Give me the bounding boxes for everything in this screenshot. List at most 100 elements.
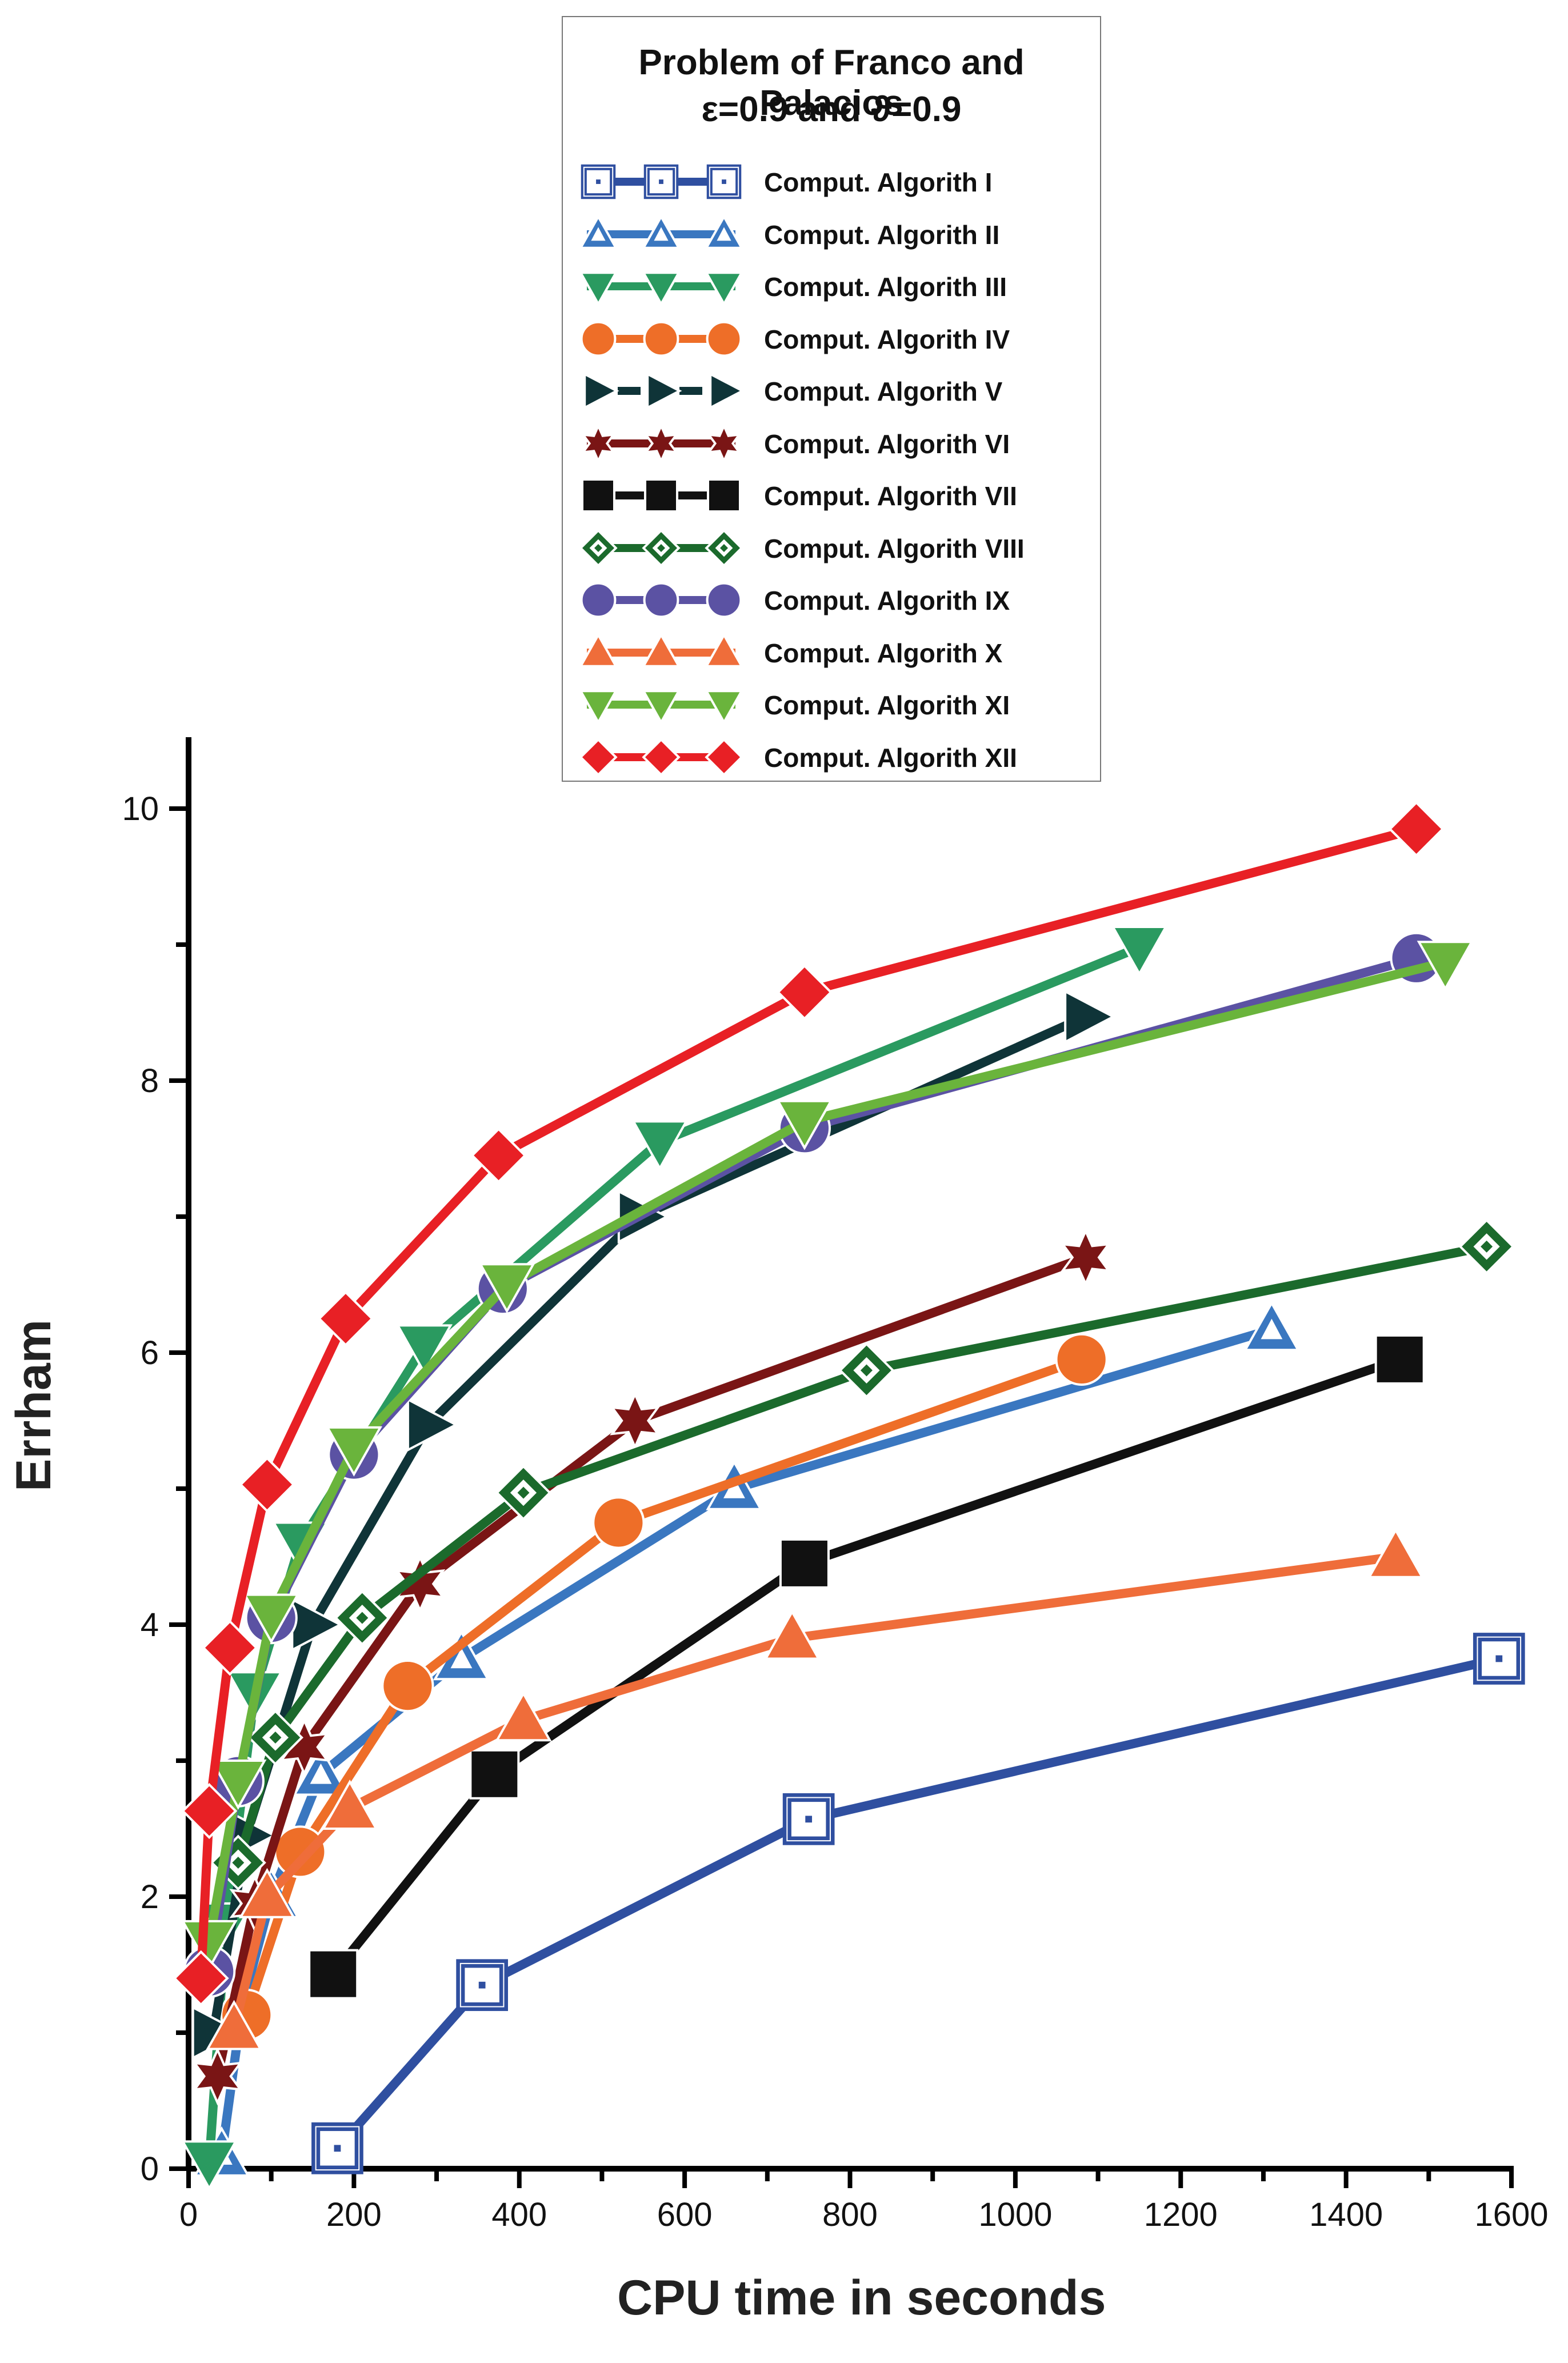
legend-marker bbox=[578, 271, 618, 306]
data-point bbox=[782, 1793, 835, 1845]
legend: Problem of Franco and Palacios ε=0.9 and… bbox=[562, 16, 1101, 782]
y-tick-label: 10 bbox=[122, 790, 159, 827]
x-tick-label: 1600 bbox=[1474, 2196, 1548, 2233]
legend-marker bbox=[706, 321, 742, 357]
y-axis-title: Errham bbox=[6, 1319, 61, 1492]
legend-swatch bbox=[581, 478, 741, 513]
chart-title: Problem of Franco and Palacios bbox=[638, 43, 1025, 123]
series-11 bbox=[181, 941, 1474, 1970]
legend-swatch bbox=[579, 528, 743, 567]
legend-marker bbox=[646, 372, 682, 410]
legend-marker bbox=[643, 164, 679, 199]
legend-entry: Comput. Algorith VIII bbox=[575, 525, 1090, 571]
data-point bbox=[202, 1620, 258, 1676]
legend-marker bbox=[706, 582, 742, 618]
legend-marker bbox=[709, 372, 745, 410]
legend-label: Comput. Algorith XI bbox=[764, 690, 1010, 720]
series-8 bbox=[210, 1218, 1515, 1891]
series-line bbox=[229, 1552, 1401, 2033]
chart-subtitle: ε=0.9 and ϑ=0.9 bbox=[701, 90, 962, 129]
legend-marker bbox=[579, 528, 618, 567]
legend-marker bbox=[578, 690, 618, 725]
legend-label: Comput. Algorith XII bbox=[764, 742, 1017, 773]
data-point bbox=[321, 1780, 378, 1830]
data-point bbox=[395, 1324, 453, 1375]
data-point bbox=[291, 1597, 343, 1652]
data-point bbox=[1417, 941, 1474, 991]
legend-marker bbox=[643, 321, 679, 357]
y-tick-label: 0 bbox=[141, 2150, 159, 2188]
data-point bbox=[776, 964, 833, 1021]
legend-marker bbox=[643, 582, 679, 618]
legend-entry: Comput. Algorith VII bbox=[575, 473, 1090, 518]
legend-label: Comput. Algorith II bbox=[764, 219, 1000, 250]
data-point bbox=[173, 1950, 229, 2006]
legend-swatch bbox=[579, 737, 743, 777]
data-point bbox=[456, 1959, 509, 2012]
legend-entry: Comput. Algorith IX bbox=[575, 577, 1090, 623]
legend-swatch bbox=[578, 214, 744, 249]
data-point bbox=[247, 1709, 303, 1766]
y-tick-label: 6 bbox=[141, 1334, 159, 1372]
series-line bbox=[196, 824, 1421, 1983]
legend-label: Comput. Algorith VIII bbox=[764, 533, 1025, 563]
legend-swatch bbox=[578, 690, 744, 725]
data-point bbox=[592, 1496, 645, 1549]
x-tick-label: 400 bbox=[491, 2196, 547, 2233]
legend-label: Comput. Algorith VI bbox=[764, 429, 1010, 459]
legend-label: Comput. Algorith V bbox=[764, 377, 1003, 406]
data-point bbox=[308, 1949, 359, 2000]
legend-swatch bbox=[580, 422, 742, 464]
legend-marker bbox=[705, 737, 743, 777]
series-line bbox=[213, 1253, 1090, 2081]
data-point bbox=[1111, 926, 1168, 977]
data-point bbox=[181, 1920, 238, 1970]
data-point bbox=[210, 1760, 267, 1810]
data-point bbox=[205, 2000, 263, 2050]
legend-swatch bbox=[580, 582, 742, 618]
legend-marker bbox=[642, 737, 681, 777]
series-10 bbox=[205, 1528, 1425, 2050]
x-tick-label: 1200 bbox=[1144, 2196, 1218, 2233]
data-point bbox=[763, 1609, 821, 1660]
data-point bbox=[1055, 1333, 1108, 1386]
legend-entry: Comput. Algorith XI bbox=[575, 682, 1090, 727]
legend-marker bbox=[704, 690, 744, 725]
data-point bbox=[334, 1590, 390, 1646]
data-point bbox=[610, 1391, 661, 1450]
legend-swatch bbox=[581, 164, 742, 199]
legend-marker bbox=[579, 737, 618, 777]
data-point bbox=[1367, 1528, 1425, 1578]
legend-marker bbox=[641, 690, 681, 725]
legend-marker bbox=[641, 271, 681, 306]
legend-marker bbox=[580, 321, 617, 357]
data-point bbox=[381, 1660, 434, 1713]
y-tick-label: 4 bbox=[141, 1606, 159, 1644]
legend-marker bbox=[578, 214, 618, 249]
legend-label: Comput. Algorith III bbox=[764, 272, 1007, 302]
legend-marker bbox=[641, 214, 681, 249]
legend-marker bbox=[642, 528, 681, 567]
x-tick-label: 600 bbox=[657, 2196, 713, 2233]
data-point bbox=[274, 1825, 327, 1878]
data-point bbox=[406, 1397, 459, 1452]
data-point bbox=[1243, 1301, 1301, 1352]
series-line bbox=[209, 1012, 1090, 2037]
legend-swatch bbox=[583, 372, 745, 410]
legend-marker bbox=[706, 164, 742, 199]
data-point bbox=[495, 1691, 552, 1742]
legend-marker bbox=[704, 214, 744, 249]
data-point bbox=[1473, 1633, 1525, 1685]
x-tick-label: 1400 bbox=[1309, 2196, 1383, 2233]
series-1 bbox=[311, 1633, 1525, 2174]
legend-label: Comput. Algorith X bbox=[764, 638, 1003, 668]
legend-marker bbox=[583, 372, 619, 410]
legend-marker bbox=[707, 478, 741, 513]
legend-marker bbox=[643, 422, 679, 464]
data-point bbox=[181, 2140, 238, 2191]
legend-entry: Comput. Algorith XII bbox=[575, 734, 1090, 780]
y-tick-label: 2 bbox=[141, 1878, 159, 1916]
legend-marker bbox=[581, 478, 615, 513]
data-point bbox=[1064, 989, 1116, 1044]
